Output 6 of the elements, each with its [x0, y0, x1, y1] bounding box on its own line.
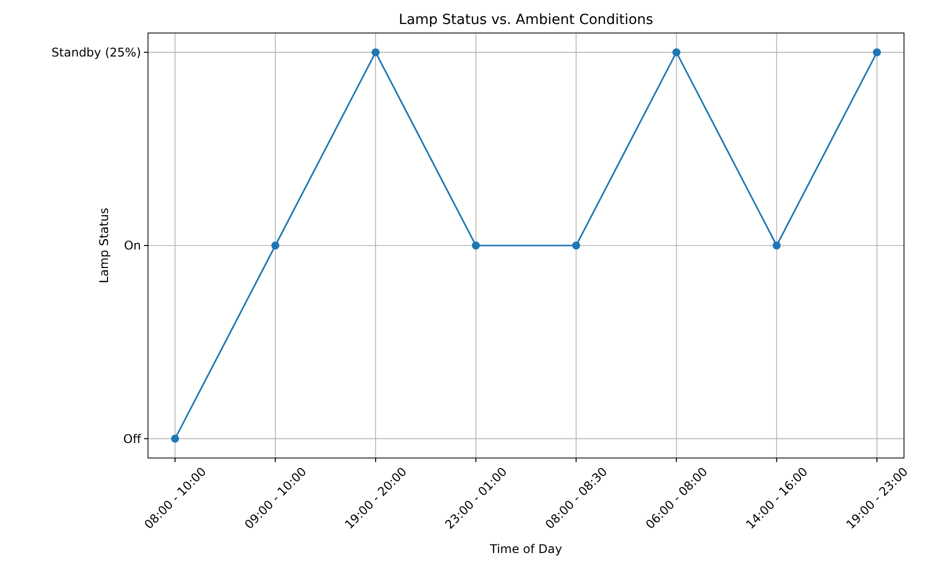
text: On [124, 238, 141, 253]
text: Off [123, 432, 142, 446]
chart-title: Lamp Status vs. Ambient Conditions [398, 12, 654, 28]
y-axis-title: Lamp Status [97, 208, 111, 284]
x-axis-title: Time of Day [488, 542, 562, 556]
text: Standby (25%) [52, 46, 141, 60]
